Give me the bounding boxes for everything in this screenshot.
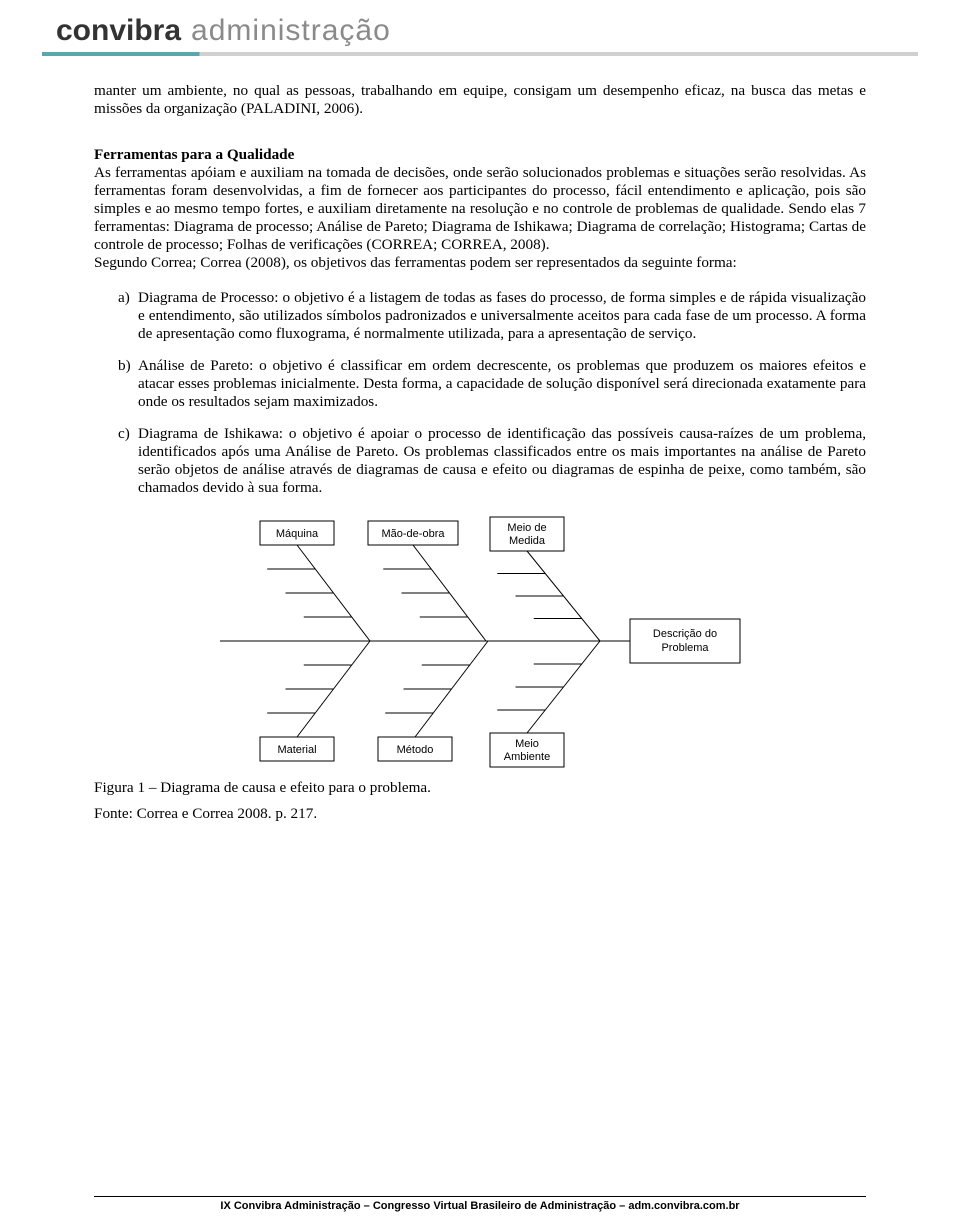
- footer-rule: [94, 1196, 866, 1197]
- section-body-1: As ferramentas apóiam e auxiliam na toma…: [94, 164, 866, 254]
- list-item: c) Diagrama de Ishikawa: o objetivo é ap…: [94, 425, 866, 497]
- list-item: a) Diagrama de Processo: o objetivo é a …: [94, 289, 866, 343]
- svg-text:Método: Método: [397, 744, 434, 756]
- svg-text:Descrição do: Descrição do: [653, 628, 717, 640]
- ishikawa-diagram: Descrição do Problema Máquina Mão-de-obra Me…: [200, 511, 760, 771]
- section-body-2: Segundo Correa; Correa (2008), os objeti…: [94, 254, 866, 272]
- page-content: manter um ambiente, no qual as pessoas, …: [0, 56, 960, 823]
- svg-text:Problema: Problema: [661, 642, 709, 654]
- header-logo: convibra administração: [0, 0, 960, 48]
- list-item: b) Análise de Pareto: o objetivo é class…: [94, 357, 866, 411]
- paragraph-intro: manter um ambiente, no qual as pessoas, …: [94, 82, 866, 118]
- section-heading: Ferramentas para a Qualidade: [94, 146, 866, 164]
- figure-source: Fonte: Correa e Correa 2008. p. 217.: [94, 805, 866, 823]
- list-item-body: Análise de Pareto: o objetivo é classifi…: [138, 357, 866, 411]
- logo-row: convibra administração: [56, 14, 960, 48]
- page-footer: IX Convibra Administração – Congresso Vi…: [94, 1196, 866, 1212]
- list-item-label: c): [94, 425, 138, 497]
- footer-text: IX Convibra Administração – Congresso Vi…: [94, 1200, 866, 1212]
- logo-brand-admin: administração: [191, 14, 391, 48]
- svg-text:Meio de: Meio de: [507, 522, 546, 534]
- svg-text:Medida: Medida: [509, 535, 546, 547]
- list-item-body: Diagrama de Ishikawa: o objetivo é apoia…: [138, 425, 866, 497]
- list-item-label: a): [94, 289, 138, 343]
- figure-caption: Figura 1 – Diagrama de causa e efeito pa…: [94, 779, 866, 797]
- svg-text:Mão-de-obra: Mão-de-obra: [382, 528, 446, 540]
- logo-brand-convibra: convibra: [56, 14, 181, 48]
- ordered-list: a) Diagrama de Processo: o objetivo é a …: [94, 289, 866, 496]
- svg-text:Máquina: Máquina: [276, 528, 319, 540]
- svg-text:Material: Material: [277, 744, 316, 756]
- svg-text:Ambiente: Ambiente: [504, 751, 550, 763]
- list-item-body: Diagrama de Processo: o objetivo é a lis…: [138, 289, 866, 343]
- svg-text:Meio: Meio: [515, 738, 539, 750]
- ishikawa-svg: Descrição do Problema Máquina Mão-de-obra Me…: [200, 511, 760, 771]
- list-item-label: b): [94, 357, 138, 411]
